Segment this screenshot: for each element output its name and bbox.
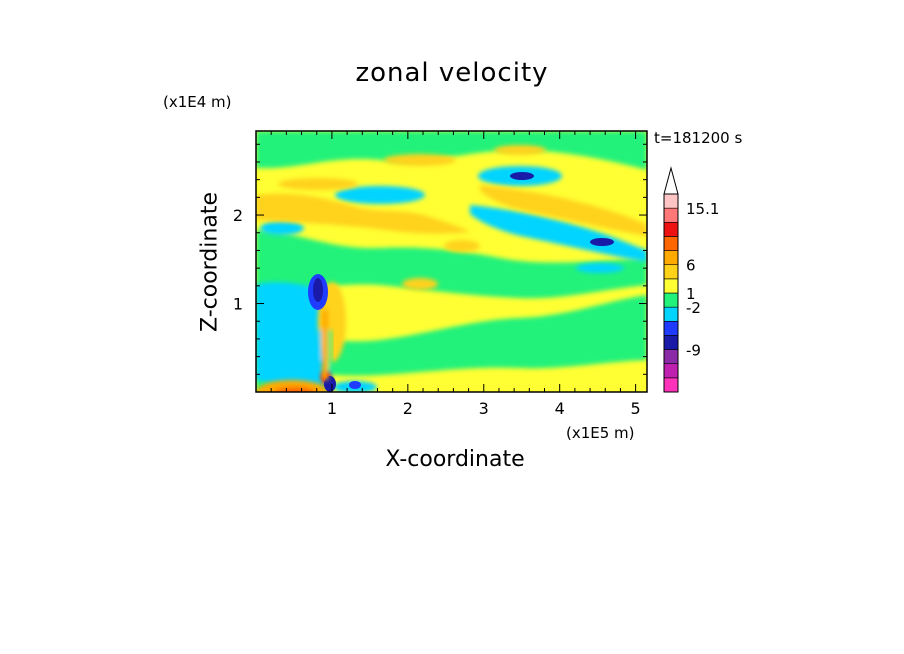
colorbar-swatch <box>663 320 679 336</box>
field-orange-f <box>444 240 480 252</box>
x-axis-label: X-coordinate <box>385 447 525 472</box>
colorbar-label: 15.1 <box>686 200 719 218</box>
y-tick-label: 2 <box>233 206 243 225</box>
x-tick-label: 4 <box>555 399 565 418</box>
time-annotation: t=181200 s <box>654 129 743 147</box>
field-turbulent-column <box>316 310 332 380</box>
field-negative-cores <box>308 172 614 392</box>
field-pos-core-inner <box>273 387 317 392</box>
field-green-mid <box>256 230 647 300</box>
y-tick-label: 1 <box>233 295 243 314</box>
colorbar-swatch <box>663 193 679 209</box>
colorbar-swatch <box>663 264 679 280</box>
field-orange-a <box>256 193 470 234</box>
field-cyan-d <box>576 263 624 273</box>
colorbar-label: -9 <box>686 342 701 360</box>
colorbar-frame <box>663 193 679 393</box>
colorbar-swatch <box>663 306 679 322</box>
field-orange-g <box>494 145 546 155</box>
y-ticks: 12 <box>233 143 647 375</box>
field-orange-c <box>384 154 456 166</box>
field-green-top <box>256 131 647 170</box>
field-cyan-left <box>256 282 332 387</box>
field-neg-core-upper-b <box>590 238 614 246</box>
field-orange-e <box>402 278 438 290</box>
colorbar-extend-cap <box>663 166 679 195</box>
y-axis-unit: (x1E4 m) <box>163 93 232 111</box>
field-neg-core-jet-inner <box>313 278 323 302</box>
colorbar-swatch <box>663 377 679 393</box>
chart-title: zonal velocity <box>355 58 549 88</box>
x-tick-label: 5 <box>631 399 641 418</box>
colorbar-label: -2 <box>686 299 701 317</box>
field-neg-core-upper-a <box>510 172 534 180</box>
field-orange-d <box>278 178 358 190</box>
field-orange-b <box>480 185 647 236</box>
colorbar: 15.1 6 1-2 -9 <box>663 166 719 393</box>
colorbar-swatch <box>663 335 679 350</box>
contour-field <box>256 131 647 392</box>
field-cyan-a <box>335 186 425 204</box>
colorbar-swatch <box>663 250 679 266</box>
colorbar-swatch <box>663 236 679 251</box>
colorbar-swatch <box>663 363 679 379</box>
field-cyan-c <box>260 221 304 235</box>
x-tick-label: 1 <box>327 399 337 418</box>
x-tick-label: 3 <box>479 399 489 418</box>
field-green-low <box>256 295 647 376</box>
field-neg-core-small <box>349 381 361 389</box>
colorbar-label: 1 <box>686 285 696 303</box>
colorbar-swatch <box>663 278 679 294</box>
colorbar-swatch <box>663 221 679 237</box>
x-axis-unit: (x1E5 m) <box>566 424 635 442</box>
x-ticks: 1 2 3 4 5 <box>270 131 641 418</box>
colorbar-swatch <box>663 207 679 223</box>
field-cyan-band <box>470 205 647 262</box>
plot-frame <box>255 130 648 393</box>
colorbar-swatch <box>663 292 679 308</box>
x-tick-label: 2 <box>403 399 413 418</box>
colorbar-swatch <box>663 349 679 365</box>
colorbar-label: 6 <box>686 257 696 275</box>
